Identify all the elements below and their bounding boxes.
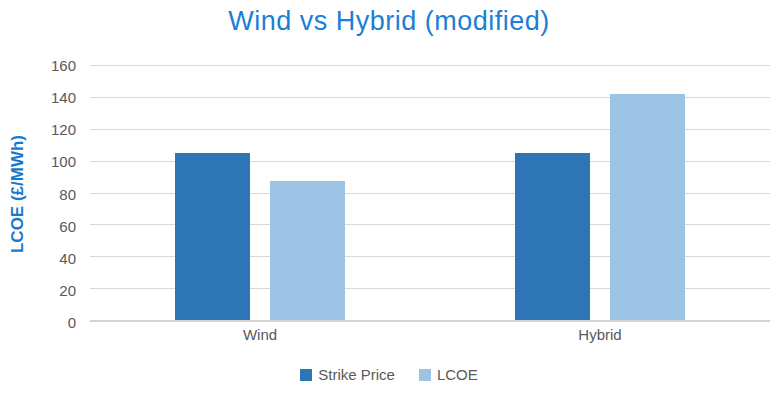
legend-swatch-strike-price [300, 369, 312, 381]
y-axis-title-text: LCOE (£/MWh) [8, 134, 28, 252]
legend-item-lcoe: LCOE [419, 366, 478, 383]
legend-label-lcoe: LCOE [437, 366, 478, 383]
bar-groups [90, 65, 770, 320]
y-tick-label-20: 20 [59, 281, 76, 298]
y-tick-label-0: 0 [68, 314, 76, 331]
legend: Strike Price LCOE [0, 366, 778, 383]
y-tick-label-160: 160 [51, 57, 76, 74]
legend-item-strike-price: Strike Price [300, 366, 395, 383]
category-label-hybrid: Hybrid [430, 326, 770, 343]
legend-swatch-lcoe [419, 369, 431, 381]
y-tick-label-140: 140 [51, 89, 76, 106]
x-axis-category-labels: WindHybrid [90, 326, 770, 343]
bar-strike-price-wind [175, 153, 250, 320]
y-tick-label-120: 120 [51, 121, 76, 138]
y-tick-label-60: 60 [59, 217, 76, 234]
bar-lcoe-hybrid [610, 94, 685, 320]
y-axis-title: LCOE (£/MWh) [2, 65, 34, 322]
bar-strike-price-hybrid [515, 153, 590, 320]
y-tick-label-80: 80 [59, 185, 76, 202]
bar-lcoe-wind [270, 181, 345, 320]
legend-label-strike-price: Strike Price [318, 366, 395, 383]
y-tick-label-40: 40 [59, 249, 76, 266]
bar-group-wind [90, 65, 430, 320]
category-label-wind: Wind [90, 326, 430, 343]
y-tick-label-100: 100 [51, 153, 76, 170]
bar-chart: Wind vs Hybrid (modified) LCOE (£/MWh) 0… [0, 0, 778, 400]
y-axis-tick-labels: 020406080100120140160 [38, 65, 82, 322]
chart-title: Wind vs Hybrid (modified) [0, 6, 778, 37]
bar-group-hybrid [430, 65, 770, 320]
plot-area [90, 65, 770, 322]
